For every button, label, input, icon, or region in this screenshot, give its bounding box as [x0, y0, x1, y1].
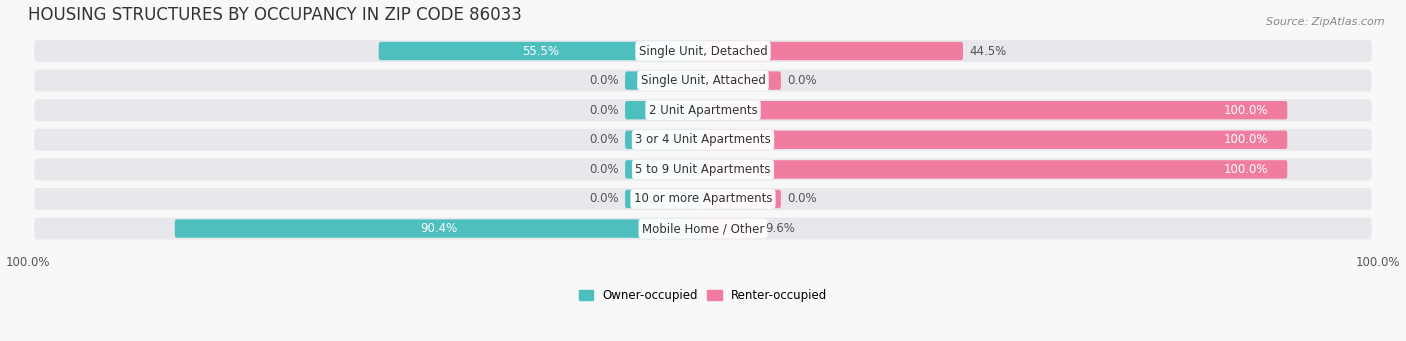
- Text: 2 Unit Apartments: 2 Unit Apartments: [648, 104, 758, 117]
- FancyBboxPatch shape: [626, 190, 703, 208]
- FancyBboxPatch shape: [703, 71, 780, 90]
- FancyBboxPatch shape: [34, 70, 1372, 91]
- Text: 90.4%: 90.4%: [420, 222, 457, 235]
- Text: Single Unit, Detached: Single Unit, Detached: [638, 45, 768, 58]
- Text: Source: ZipAtlas.com: Source: ZipAtlas.com: [1267, 17, 1385, 27]
- FancyBboxPatch shape: [626, 160, 703, 179]
- Text: HOUSING STRUCTURES BY OCCUPANCY IN ZIP CODE 86033: HOUSING STRUCTURES BY OCCUPANCY IN ZIP C…: [28, 6, 522, 24]
- Text: Mobile Home / Other: Mobile Home / Other: [641, 222, 765, 235]
- Text: 0.0%: 0.0%: [589, 192, 619, 206]
- FancyBboxPatch shape: [703, 101, 1288, 119]
- Text: 10 or more Apartments: 10 or more Apartments: [634, 192, 772, 206]
- FancyBboxPatch shape: [626, 101, 703, 119]
- FancyBboxPatch shape: [703, 42, 963, 60]
- Text: 100.0%: 100.0%: [1223, 133, 1268, 146]
- FancyBboxPatch shape: [703, 160, 1288, 179]
- FancyBboxPatch shape: [34, 99, 1372, 121]
- Text: 0.0%: 0.0%: [787, 74, 817, 87]
- Text: 55.5%: 55.5%: [523, 45, 560, 58]
- Text: 3 or 4 Unit Apartments: 3 or 4 Unit Apartments: [636, 133, 770, 146]
- FancyBboxPatch shape: [34, 188, 1372, 210]
- Text: 44.5%: 44.5%: [970, 45, 1007, 58]
- FancyBboxPatch shape: [703, 190, 780, 208]
- FancyBboxPatch shape: [34, 129, 1372, 151]
- Text: 0.0%: 0.0%: [589, 163, 619, 176]
- Text: 9.6%: 9.6%: [766, 222, 796, 235]
- Text: Single Unit, Attached: Single Unit, Attached: [641, 74, 765, 87]
- FancyBboxPatch shape: [378, 42, 703, 60]
- FancyBboxPatch shape: [626, 71, 703, 90]
- FancyBboxPatch shape: [703, 131, 1288, 149]
- Text: 0.0%: 0.0%: [787, 192, 817, 206]
- FancyBboxPatch shape: [34, 159, 1372, 180]
- FancyBboxPatch shape: [174, 219, 703, 238]
- Text: 0.0%: 0.0%: [589, 104, 619, 117]
- Text: 100.0%: 100.0%: [1223, 163, 1268, 176]
- Legend: Owner-occupied, Renter-occupied: Owner-occupied, Renter-occupied: [574, 285, 832, 307]
- FancyBboxPatch shape: [703, 219, 759, 238]
- FancyBboxPatch shape: [626, 131, 703, 149]
- Text: 100.0%: 100.0%: [1223, 104, 1268, 117]
- Text: 5 to 9 Unit Apartments: 5 to 9 Unit Apartments: [636, 163, 770, 176]
- Text: 0.0%: 0.0%: [589, 74, 619, 87]
- FancyBboxPatch shape: [34, 218, 1372, 239]
- FancyBboxPatch shape: [34, 40, 1372, 62]
- Text: 0.0%: 0.0%: [589, 133, 619, 146]
